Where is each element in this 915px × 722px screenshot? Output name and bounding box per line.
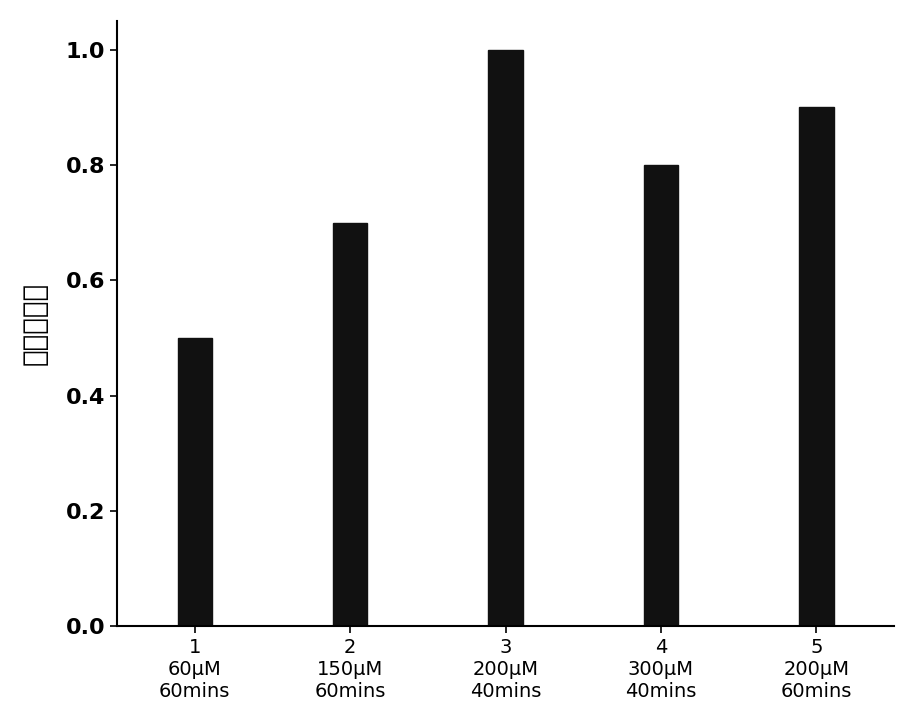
- Bar: [800, 108, 834, 627]
- Bar: [333, 222, 367, 627]
- Bar: [644, 165, 678, 627]
- Y-axis label: 相对荧光値: 相对荧光値: [21, 282, 48, 365]
- Bar: [178, 338, 211, 627]
- Bar: [489, 50, 522, 627]
